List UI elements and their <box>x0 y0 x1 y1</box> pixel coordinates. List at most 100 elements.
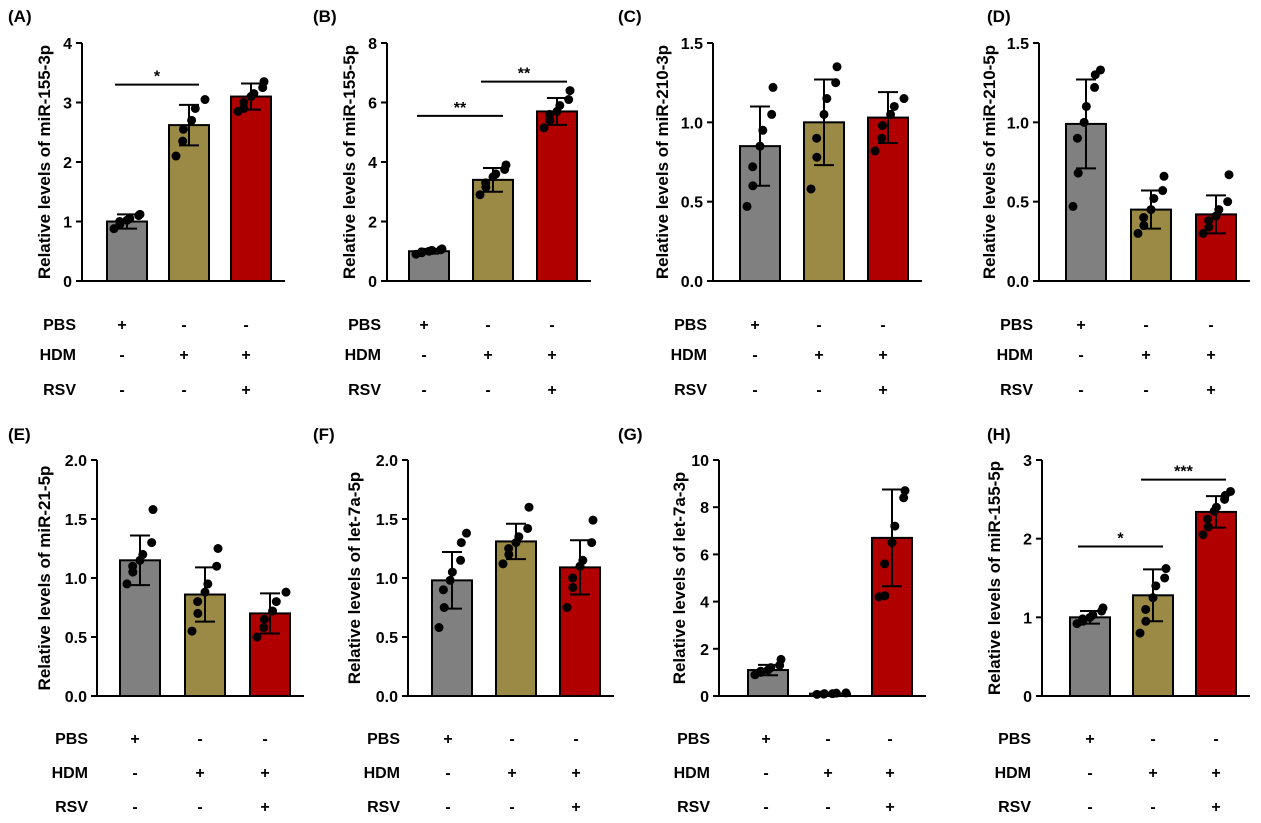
y-axis-label: Relative levels of miR-210-3p <box>653 45 672 279</box>
data-point <box>1224 170 1234 180</box>
data-point <box>252 632 262 642</box>
treatment-value: + <box>260 765 269 782</box>
data-point <box>880 591 890 601</box>
y-tick-label: 8 <box>700 500 709 517</box>
data-point <box>819 689 829 699</box>
treatment-value: + <box>443 731 452 748</box>
treatment-value: + <box>117 317 126 334</box>
y-axis-label: Relative levels of miR-155-5p <box>985 461 1004 695</box>
y-tick-label: 1.5 <box>376 512 398 529</box>
data-point <box>203 579 213 589</box>
treatment-value: - <box>752 382 757 399</box>
bar-3 <box>536 110 578 282</box>
data-point <box>766 663 776 673</box>
treatment-name: PBS <box>367 731 400 748</box>
data-point <box>1203 522 1213 532</box>
y-tick-label: 0.0 <box>681 274 703 291</box>
data-point <box>1078 614 1088 624</box>
chart-panel-4: (D) Relative levels of miR-210-5p 0.0 0.5 1.… <box>980 7 1250 399</box>
y-tick-label: 0.0 <box>376 689 398 706</box>
data-point <box>545 109 555 119</box>
data-point <box>890 521 900 531</box>
data-point <box>481 178 491 188</box>
treatment-value: + <box>507 765 516 782</box>
data-point <box>748 181 758 191</box>
treatment-value: + <box>547 347 556 364</box>
treatment-value: + <box>571 799 580 816</box>
data-point <box>1204 216 1214 226</box>
data-point <box>268 606 278 616</box>
data-point <box>456 538 466 548</box>
data-point <box>212 561 222 571</box>
treatment-value: - <box>119 347 124 364</box>
treatment-name: RSV <box>1000 382 1033 399</box>
treatment-name: RSV <box>43 382 76 399</box>
y-tick-label: 1.0 <box>681 115 703 132</box>
y-tick-label: 0.5 <box>65 630 87 647</box>
data-point <box>1202 514 1212 524</box>
data-point <box>562 603 572 612</box>
treatment-value: - <box>752 347 757 364</box>
data-point <box>514 532 524 542</box>
y-tick-label: 2 <box>63 155 72 172</box>
data-point <box>758 125 768 135</box>
treatment-value: - <box>763 765 768 782</box>
data-point <box>900 486 910 496</box>
data-point <box>187 626 197 636</box>
treatment-name: PBS <box>1000 317 1033 334</box>
treatment-value: - <box>573 731 578 748</box>
data-point <box>1068 201 1078 211</box>
treatment-value: + <box>260 799 269 816</box>
panel-label: (B) <box>313 7 337 26</box>
data-point <box>147 538 157 548</box>
chart-panel-7: (G) Relative levels of let-7a-3p 0 2 4 6 8 10 PB… <box>618 425 926 816</box>
y-axis-label: Relative levels of miR-155-3p <box>35 45 54 279</box>
treatment-value: - <box>485 382 490 399</box>
data-point <box>886 109 896 119</box>
treatment-value: - <box>1143 317 1148 334</box>
data-point <box>259 614 269 624</box>
data-point <box>1226 486 1235 496</box>
data-point <box>887 538 897 548</box>
data-point <box>841 688 851 698</box>
chart-panel-6: (F) Relative levels of let-7a-5p 0.0 0.5 1.0… <box>313 425 614 816</box>
significance-label: ** <box>518 66 531 83</box>
data-point <box>812 133 822 143</box>
data-point <box>1211 502 1221 512</box>
data-point <box>768 82 778 92</box>
y-tick-label: 2 <box>700 642 709 659</box>
treatment-value: + <box>878 382 887 399</box>
y-axis-label: Relative levels of let-7a-3p <box>670 472 689 685</box>
treatment-value: + <box>419 317 428 334</box>
treatment-value: - <box>887 731 892 748</box>
bar-2 <box>168 124 210 282</box>
data-point <box>200 95 210 105</box>
data-point <box>1198 530 1208 540</box>
data-point <box>1223 197 1233 207</box>
treatment-name: PBS <box>674 317 707 334</box>
data-point <box>1161 564 1171 574</box>
treatment-value: - <box>485 317 490 334</box>
treatment-value: + <box>823 765 832 782</box>
y-tick-label: 2 <box>1023 532 1032 549</box>
treatment-value: - <box>816 382 821 399</box>
data-point <box>491 169 501 179</box>
data-point <box>568 573 578 583</box>
treatment-name: RSV <box>348 382 381 399</box>
data-point <box>434 623 444 633</box>
y-tick-label: 2 <box>368 215 377 232</box>
y-tick-label: 1.0 <box>1007 115 1029 132</box>
data-point <box>564 95 574 105</box>
data-point <box>200 587 210 597</box>
data-point <box>125 214 135 224</box>
treatment-value: + <box>885 765 894 782</box>
treatment-value: - <box>421 382 426 399</box>
treatment-name: PBS <box>43 317 76 334</box>
treatment-value: + <box>885 799 894 816</box>
data-point <box>148 505 158 515</box>
treatment-name: HDM <box>674 765 710 782</box>
data-point <box>138 549 148 559</box>
data-point <box>115 217 125 226</box>
treatment-value: + <box>130 731 139 748</box>
